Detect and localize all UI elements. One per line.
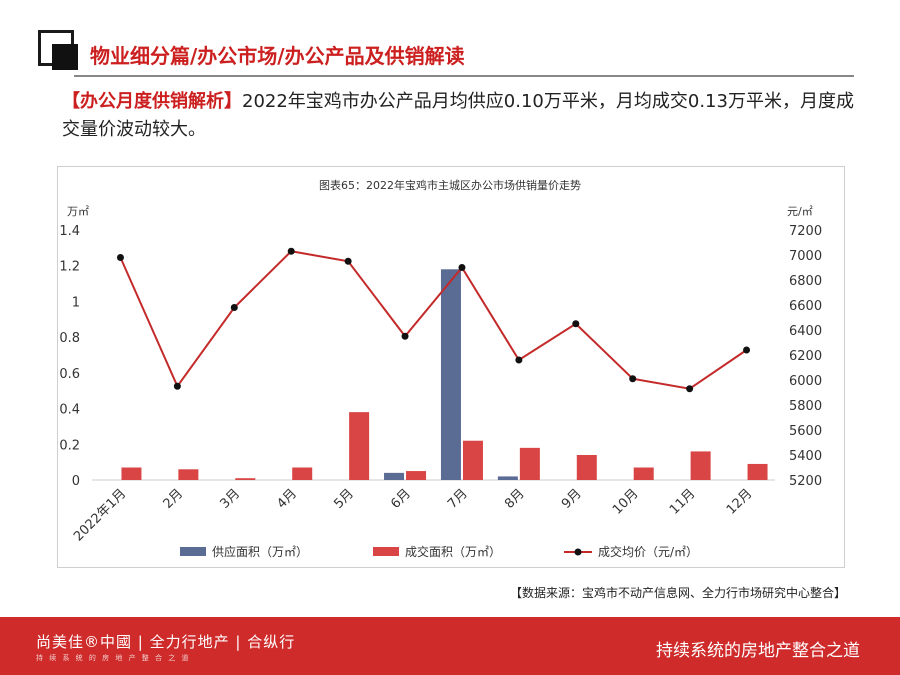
- price-point: [629, 375, 637, 383]
- sales-bar: [349, 412, 370, 480]
- data-source-note: 【数据来源：宝鸡市不动产信息网、全力行市场研究中心整合】: [509, 586, 846, 600]
- footer-brand-3: 合纵行: [247, 633, 296, 651]
- right-tick-label: 6600: [789, 299, 822, 314]
- right-axis-unit: 元/㎡: [787, 205, 813, 218]
- supply-bar: [384, 472, 405, 480]
- chart-title: 图表65：2022年宝鸡市主城区办公市场供销量价走势: [319, 178, 581, 192]
- sales-bar: [121, 467, 142, 480]
- left-tick-label: 1.2: [59, 260, 80, 275]
- legend-supply-swatch: [180, 547, 206, 556]
- right-tick-label: 5200: [789, 474, 822, 489]
- left-tick-label: 0.6: [59, 367, 80, 382]
- price-point: [230, 304, 238, 311]
- footer-brand: 尚美佳®中國 | 全力行地产 | 合纵行: [36, 633, 296, 651]
- x-tick-label: 5月: [331, 486, 357, 512]
- price-point: [686, 385, 694, 393]
- left-tick-label: 0.4: [59, 403, 80, 418]
- x-tick-label: 3月: [217, 486, 243, 512]
- legend-price-label: 成交均价（元/㎡）: [598, 544, 698, 559]
- right-tick-label: 7000: [789, 249, 822, 264]
- sales-bar: [406, 471, 427, 480]
- x-tick-label: 7月: [445, 486, 471, 512]
- right-tick-label: 5400: [789, 449, 822, 464]
- sales-bar: [292, 467, 313, 480]
- sales-bar: [633, 467, 654, 480]
- x-tick-label: 10月: [610, 486, 641, 517]
- left-tick-label: 0.2: [59, 438, 80, 453]
- footer-brand-2: 全力行地产: [149, 633, 230, 651]
- footer-brand-sub: 持 续 系 统 的 房 地 产 整 合 之 道: [36, 654, 191, 662]
- left-tick-label: 0: [72, 474, 80, 489]
- intro-tag: 【办公月度供销解析】: [62, 91, 242, 112]
- price-point: [743, 346, 751, 354]
- left-axis-unit: 万㎡: [67, 205, 89, 218]
- intro-paragraph: 【办公月度供销解析】2022年宝鸡市办公产品月均供应0.10万平米，月均成交0.…: [62, 88, 862, 144]
- x-tick-label: 6月: [388, 486, 414, 512]
- footer-bar: 尚美佳®中國 | 全力行地产 | 合纵行 持 续 系 统 的 房 地 产 整 合…: [0, 617, 900, 675]
- x-tick-label: 2月: [161, 486, 187, 512]
- x-tick-label: 8月: [502, 486, 528, 512]
- x-tick-label: 12月: [724, 486, 755, 517]
- price-point: [287, 247, 295, 255]
- price-point: [458, 264, 466, 271]
- price-point: [173, 382, 181, 390]
- right-tick-label: 6200: [789, 349, 822, 364]
- page-title: 物业细分篇/办公市场/办公产品及供销解读: [90, 44, 465, 68]
- footer-slogan: 持续系统的房地产整合之道: [656, 641, 860, 661]
- header-divider: [74, 75, 854, 77]
- left-tick-label: 1.4: [59, 224, 80, 239]
- left-tick-label: 1: [72, 295, 80, 310]
- header-logo-mark-inner: [52, 44, 78, 70]
- right-tick-label: 7200: [789, 224, 822, 239]
- x-tick-label: 9月: [559, 486, 585, 512]
- sales-bar: [178, 469, 199, 480]
- x-tick-label: 2022年1月: [71, 486, 129, 544]
- legend-price-swatch-dot: [574, 548, 582, 556]
- sales-bar: [519, 447, 540, 480]
- price-point: [401, 332, 409, 340]
- chart-frame: [57, 166, 845, 568]
- right-tick-label: 6800: [789, 274, 822, 289]
- intro-text: 2022年宝鸡市办公产品月均供应0.10万平米，月均成交0.13万平米，月度成交…: [62, 91, 854, 140]
- right-tick-label: 5800: [789, 399, 822, 414]
- supply-bar: [440, 269, 461, 480]
- price-point: [515, 356, 523, 364]
- sales-bar: [690, 451, 711, 480]
- legend-sales-label: 成交面积（万㎡）: [405, 544, 501, 559]
- x-tick-label: 4月: [274, 486, 300, 512]
- right-tick-label: 5600: [789, 424, 822, 439]
- left-tick-label: 0.8: [59, 331, 80, 346]
- price-line: [119, 250, 748, 390]
- legend-sales-swatch: [373, 547, 399, 556]
- supply-bar: [497, 476, 518, 480]
- sales-bar: [747, 463, 768, 480]
- price-point: [572, 320, 580, 328]
- sales-bar: [235, 478, 256, 480]
- sales-bar: [462, 440, 483, 480]
- right-tick-label: 6000: [789, 374, 822, 389]
- legend-supply-label: 供应面积（万㎡）: [212, 544, 308, 559]
- x-tick-label: 11月: [667, 486, 698, 517]
- sales-bar: [576, 455, 597, 480]
- price-point: [344, 257, 352, 265]
- footer-brand-1: 尚美佳®中國: [36, 633, 133, 651]
- price-point: [116, 254, 124, 261]
- right-tick-label: 6400: [789, 324, 822, 339]
